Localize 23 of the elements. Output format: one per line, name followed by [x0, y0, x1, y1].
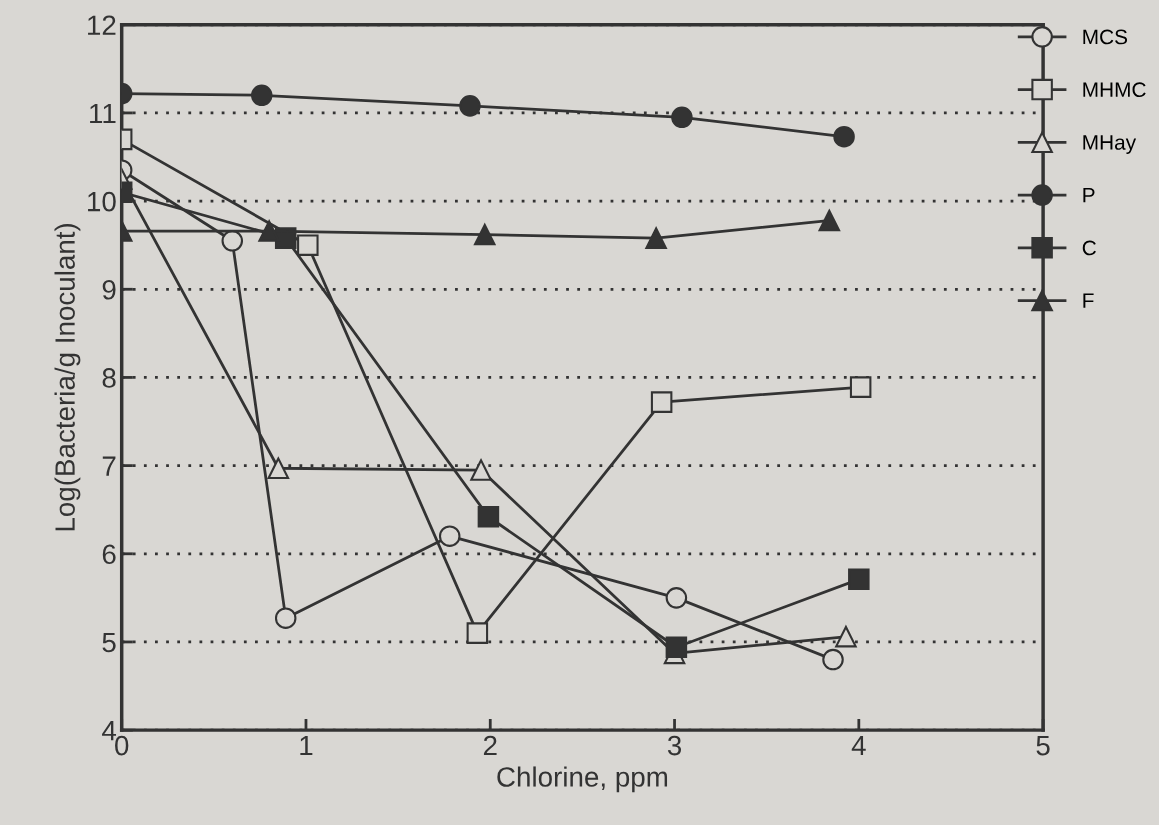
legend-label: MCS	[1083, 29, 1128, 45]
x-axis-title: Chlorine, ppm	[497, 766, 668, 793]
y-tick-label: 12	[88, 15, 116, 35]
x-tick-label: 3	[667, 735, 682, 756]
x-tick-label: 1	[300, 736, 313, 756]
y-tick-label: 6	[102, 544, 116, 565]
y-tick-label: 11	[90, 103, 116, 123]
y-tick-label: 10	[88, 191, 116, 212]
legend-label: P	[1083, 188, 1095, 203]
legend-label: C	[1082, 240, 1096, 256]
y-tick-label: 4	[102, 721, 117, 741]
legend-label: F	[1083, 293, 1094, 308]
x-tick-label: 0	[115, 735, 129, 756]
x-tick-label: 5	[1036, 736, 1050, 756]
legend-label: MHay	[1083, 135, 1137, 154]
legend-label: MHMC	[1083, 82, 1146, 98]
y-tick-label: 7	[102, 456, 116, 476]
y-tick-label: 9	[102, 279, 116, 300]
y-tick-label: 8	[102, 368, 116, 388]
x-tick-label: 2	[483, 735, 497, 756]
y-tick-label: 5	[102, 632, 116, 653]
y-axis-title: Log(Bacteria/g Inoculant)	[54, 223, 81, 531]
x-tick-label: 4	[851, 736, 866, 756]
